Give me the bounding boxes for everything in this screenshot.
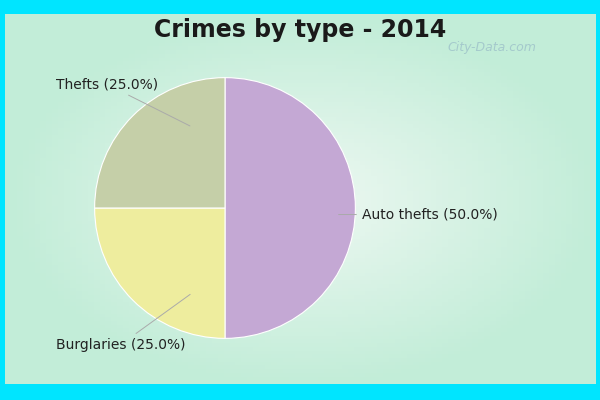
Wedge shape bbox=[95, 78, 225, 208]
Text: City-Data.com: City-Data.com bbox=[448, 42, 536, 54]
Wedge shape bbox=[225, 78, 355, 338]
Wedge shape bbox=[95, 208, 225, 338]
Text: Burglaries (25.0%): Burglaries (25.0%) bbox=[56, 294, 190, 352]
Text: Crimes by type - 2014: Crimes by type - 2014 bbox=[154, 18, 446, 42]
Text: Auto thefts (50.0%): Auto thefts (50.0%) bbox=[338, 208, 497, 222]
Text: Thefts (25.0%): Thefts (25.0%) bbox=[56, 77, 190, 126]
